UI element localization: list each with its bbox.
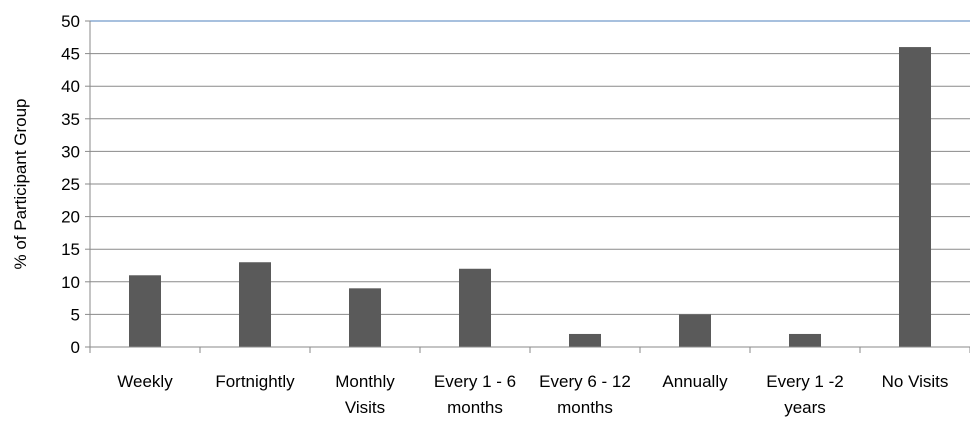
- bar: [349, 288, 381, 347]
- y-tick-label: 50: [61, 12, 80, 31]
- x-tick-label: Annually: [662, 372, 728, 391]
- x-tick-label: No Visits: [882, 372, 949, 391]
- x-tick-label: Every 1 - 6 months: [434, 372, 516, 417]
- bar: [569, 333, 601, 347]
- y-tick-label: 0: [71, 338, 80, 357]
- bar: [679, 314, 711, 347]
- x-tick-label: Every 1 -2 years: [766, 372, 843, 417]
- x-tick-label: Every 6 - 12 months: [539, 372, 631, 417]
- x-tick-label: Weekly: [117, 372, 173, 391]
- bar: [459, 268, 491, 347]
- y-tick-label: 10: [61, 273, 80, 292]
- y-axis-title: % of Participant Group: [11, 98, 30, 269]
- x-tick-label: Fortnightly: [215, 372, 295, 391]
- bar: [129, 275, 161, 347]
- y-tick-label: 25: [61, 175, 80, 194]
- y-tick-label: 40: [61, 77, 80, 96]
- y-tick-label: 15: [61, 240, 80, 259]
- y-tick-label: 5: [71, 305, 80, 324]
- grid-lines: [90, 20, 970, 315]
- y-tick-label: 35: [61, 110, 80, 129]
- x-tick-labels: Weekly Fortnightly Monthly Visits Every 1 - …: [117, 372, 948, 417]
- y-tick-label: 45: [61, 45, 80, 64]
- bars: [129, 47, 931, 348]
- y-tick-label: 20: [61, 208, 80, 227]
- y-tick-label: 30: [61, 142, 80, 161]
- bar: [239, 262, 271, 347]
- bar: [789, 333, 821, 347]
- bar: [899, 47, 931, 348]
- axes: [85, 20, 970, 353]
- x-tick-label: Monthly Visits: [335, 372, 395, 417]
- y-tick-labels: 0 5 10 15 20 25 30 35 40 45 50: [61, 12, 80, 357]
